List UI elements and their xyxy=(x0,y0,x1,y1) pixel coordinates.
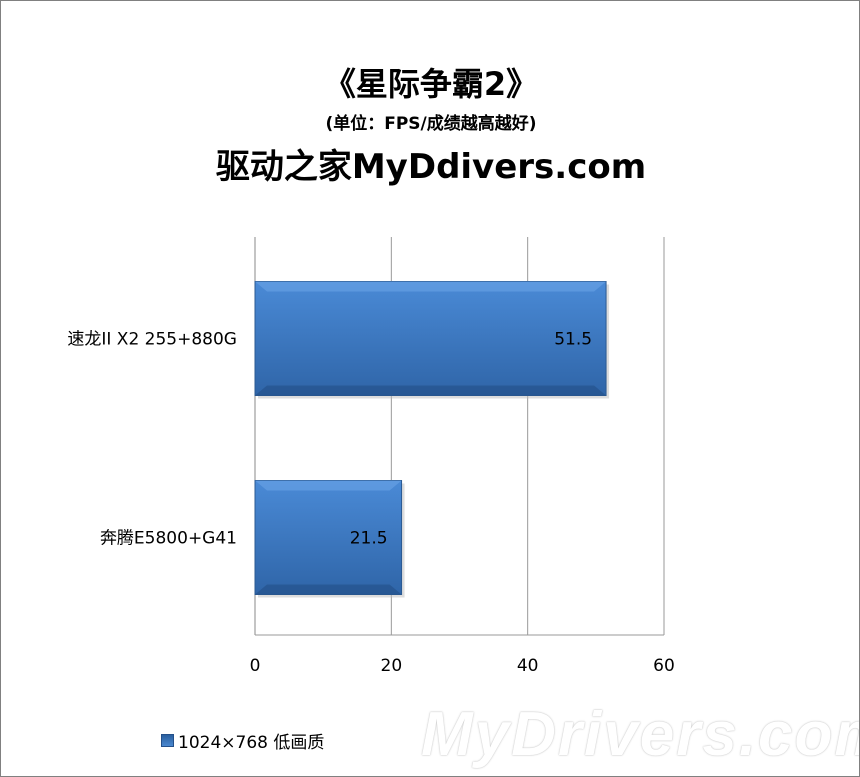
bar-bevel-bottom xyxy=(255,584,402,595)
site-label: 驱动之家MyDdivers.com xyxy=(215,147,647,187)
legend-swatch xyxy=(161,734,174,747)
data-label: 51.5 xyxy=(554,330,592,350)
bar-bevel-top xyxy=(255,480,402,491)
chart-title: 《星际争霸2》 xyxy=(323,65,539,103)
bar-bevel-bottom xyxy=(255,385,607,396)
category-label: 奔腾E5800+G41 xyxy=(100,529,237,549)
data-label: 21.5 xyxy=(350,529,388,549)
x-tick-label: 0 xyxy=(250,656,261,676)
x-tick-label: 20 xyxy=(381,656,403,676)
x-tick-label: 60 xyxy=(653,656,675,676)
bar xyxy=(254,480,403,595)
chart-subtitle: (单位：FPS/成绩越高越好) xyxy=(325,114,537,134)
category-label: 速龙II X2 255+880G xyxy=(67,330,237,350)
x-tick-label: 40 xyxy=(517,656,539,676)
bar xyxy=(254,281,607,396)
legend-label: 1024×768 低画质 xyxy=(178,733,325,753)
legend: 1024×768 低画质 xyxy=(161,728,324,753)
bar-bevel-top xyxy=(255,281,607,292)
watermark: MyDrivers.com xyxy=(421,700,860,769)
